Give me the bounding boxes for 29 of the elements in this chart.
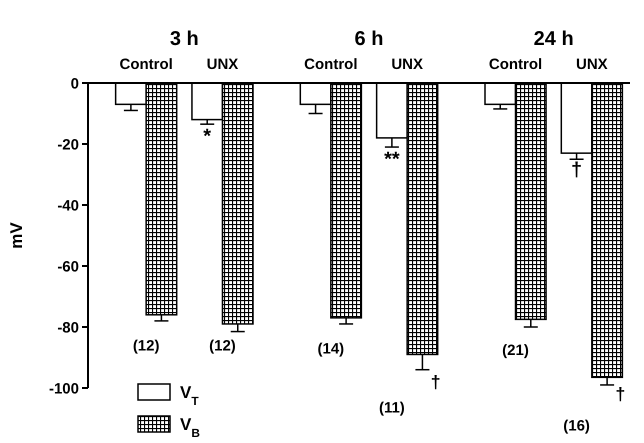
x-tick-label: Control [488,56,542,73]
y-tick-label: -100 [48,380,79,398]
legend-label: V$_{T}$ [180,383,200,408]
x-tick-label: Control [304,56,358,73]
text: 24 h [534,28,574,50]
legend-label: V$_{B}$ [180,415,200,440]
y-axis-title: mV [7,222,26,249]
annotation: † [615,384,626,404]
y-tick-label: -60 [57,258,79,276]
x-tick-label: UNX [206,56,238,73]
annotation: (12) [209,337,236,354]
annotation: * [203,125,212,148]
y-tick-label: -40 [57,197,79,214]
y-tick-label: -80 [57,319,79,336]
y-tick-label: 0 [70,75,79,92]
annotation: † [430,372,441,392]
annotation: (21) [502,342,529,359]
annotation: (14) [318,340,344,358]
y-tick-label: -20 [57,136,79,154]
text: 3 h [170,28,199,50]
annotation: † [571,158,582,181]
annotation: (12) [132,337,160,354]
text: (16) [563,418,590,435]
annotation: ** [384,148,400,170]
text: (11) [378,399,405,416]
x-tick-label: Control [119,56,173,73]
x-tick-label: UNX [391,56,423,73]
text: 6 h [354,28,384,50]
x-tick-label: UNX [576,56,608,73]
